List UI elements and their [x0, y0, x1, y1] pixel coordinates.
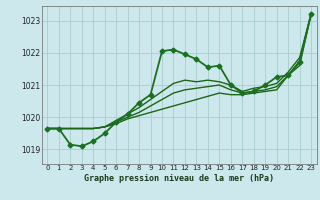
- X-axis label: Graphe pression niveau de la mer (hPa): Graphe pression niveau de la mer (hPa): [84, 174, 274, 183]
